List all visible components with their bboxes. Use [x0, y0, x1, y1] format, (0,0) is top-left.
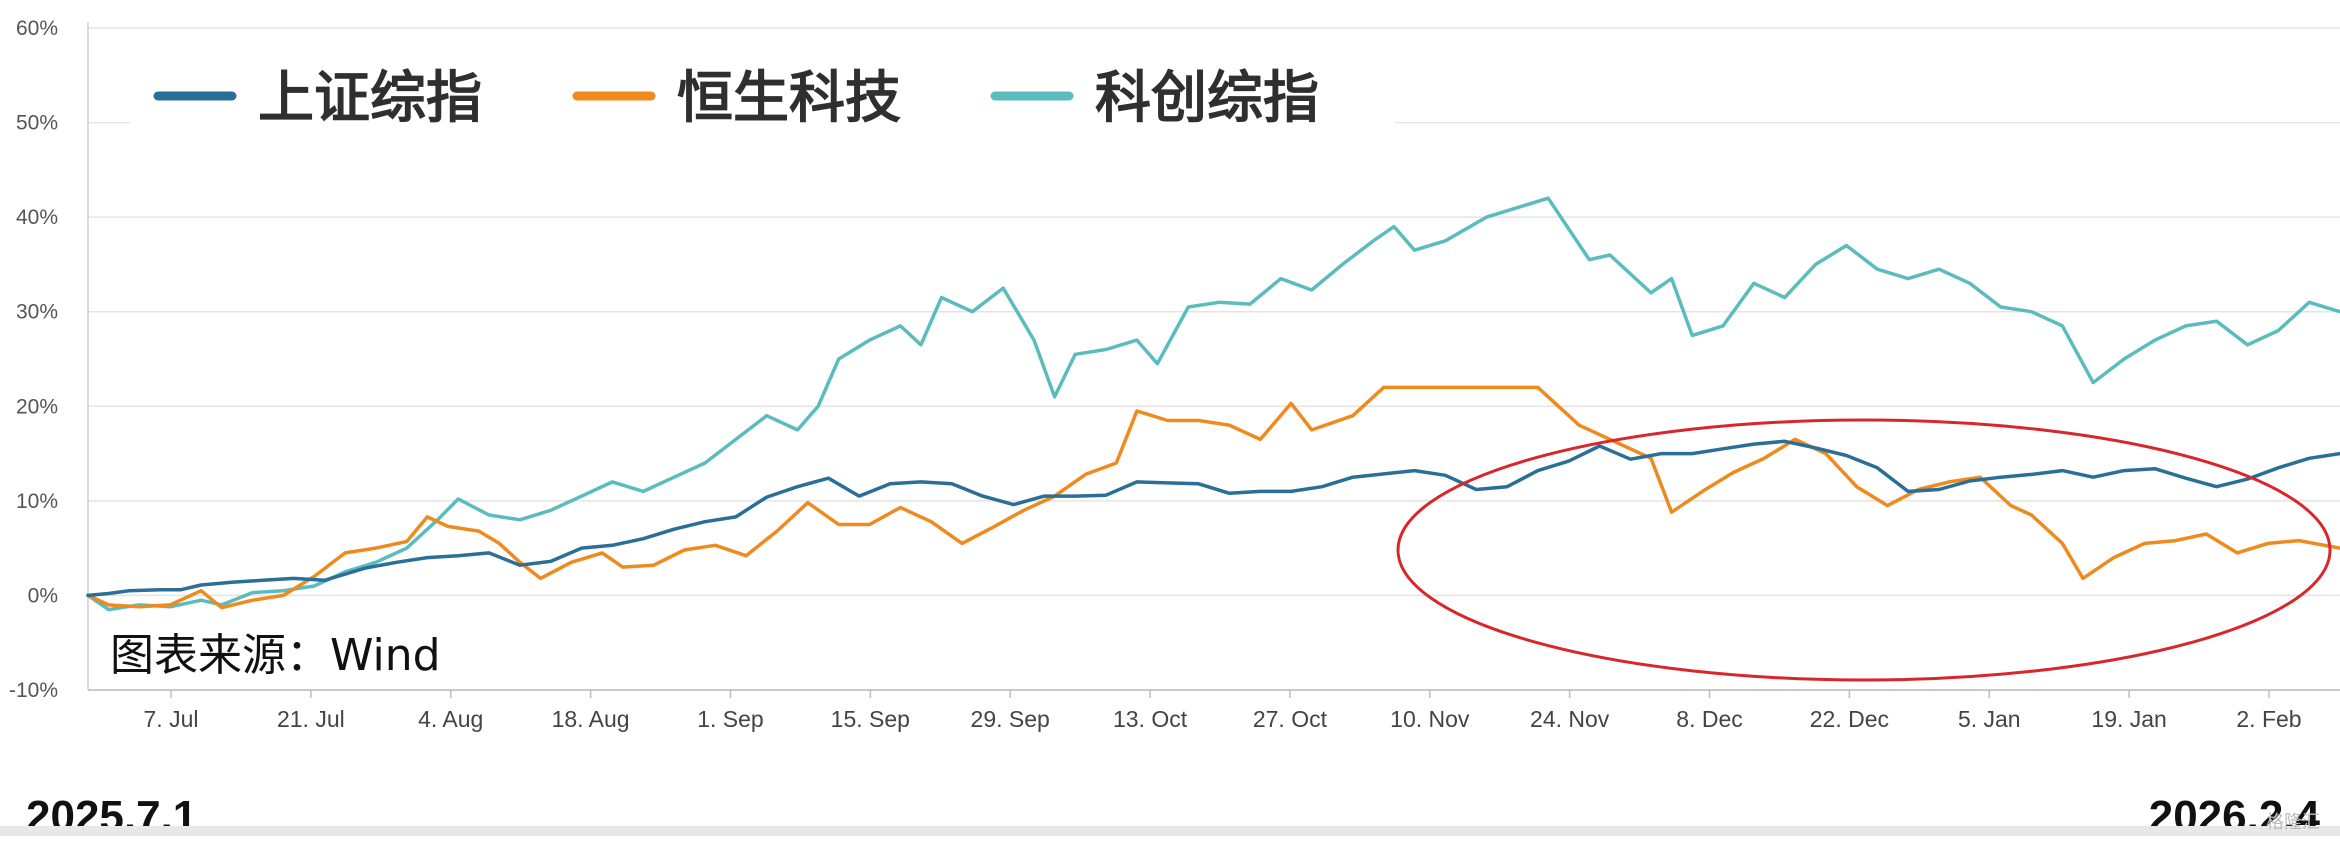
x-tick-label: 19. Jan	[2091, 706, 2166, 732]
legend-label: 恒生科技	[677, 66, 901, 131]
legend-label: 科创综指	[1095, 66, 1319, 131]
x-tick-label: 2. Feb	[2236, 706, 2301, 732]
series-line-1	[86, 439, 2340, 598]
y-axis: 60% 50% 40% 30% 20% 10% 0% -10%	[9, 17, 89, 702]
y-tick-label: 20%	[16, 395, 58, 418]
x-axis: 7. Jul 21. Jul 4. Aug 18. Aug 1. Sep 15. Sep 2…	[88, 689, 2340, 732]
legend-background	[130, 56, 1395, 134]
series-line-2	[86, 385, 2340, 610]
x-tick-label: 10. Nov	[1390, 706, 1470, 732]
series-layer	[86, 196, 2340, 612]
x-tick-label: 24. Nov	[1530, 706, 1610, 732]
x-tick-label: 4. Aug	[418, 706, 483, 732]
watermark: 格隆汇	[2266, 812, 2320, 833]
x-tick-label: 21. Jul	[277, 706, 345, 732]
bottom-bar	[0, 826, 2340, 836]
y-tick-label: 50%	[16, 112, 58, 135]
legend-label: 上证综指	[258, 66, 482, 131]
x-tick-label: 18. Aug	[552, 706, 630, 732]
source-annotation: 图表来源：Wind	[110, 630, 441, 681]
y-tick-label: -10%	[9, 679, 58, 702]
y-tick-label: 40%	[16, 206, 58, 229]
x-tick-label: 7. Jul	[144, 706, 199, 732]
x-tick-label: 27. Oct	[1253, 706, 1328, 732]
y-tick-label: 30%	[16, 301, 58, 324]
x-tick-label: 8. Dec	[1676, 706, 1742, 732]
x-tick-label: 5. Jan	[1958, 706, 2021, 732]
highlight-ellipse	[1396, 418, 2332, 682]
x-tick-label: 15. Sep	[831, 706, 910, 732]
y-tick-label: 60%	[16, 17, 58, 40]
x-tick-label: 13. Oct	[1113, 706, 1188, 732]
y-tick-label: 0%	[28, 584, 58, 607]
x-tick-label: 22. Dec	[1810, 706, 1889, 732]
legend: 上证综指 恒生科技 科创综指	[130, 56, 1395, 134]
x-tick-label: 29. Sep	[971, 706, 1050, 732]
series-line-3	[86, 196, 2340, 612]
x-tick-label: 1. Sep	[697, 706, 764, 732]
y-tick-label: 10%	[16, 490, 58, 513]
